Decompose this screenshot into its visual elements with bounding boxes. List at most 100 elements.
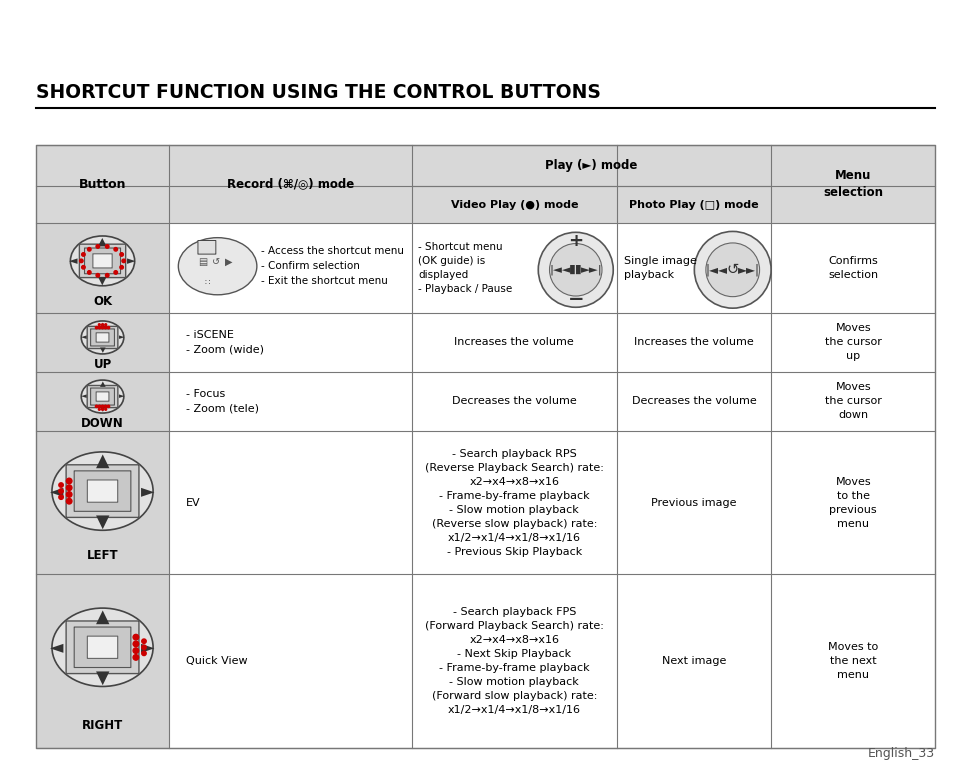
Circle shape — [79, 259, 83, 263]
Circle shape — [105, 324, 107, 326]
Bar — [771, 145, 934, 224]
Circle shape — [705, 243, 759, 296]
FancyBboxPatch shape — [96, 392, 109, 401]
Circle shape — [105, 408, 107, 411]
Circle shape — [98, 408, 100, 411]
Ellipse shape — [51, 608, 152, 686]
Text: ▼: ▼ — [98, 275, 107, 285]
Text: ▼: ▼ — [100, 347, 105, 353]
Circle shape — [101, 324, 103, 326]
Circle shape — [98, 324, 100, 326]
FancyBboxPatch shape — [91, 388, 114, 405]
Circle shape — [113, 247, 117, 251]
Circle shape — [104, 326, 107, 329]
Text: ▲: ▲ — [98, 237, 107, 247]
Text: Decreases the volume: Decreases the volume — [631, 396, 756, 406]
Text: ▮▮: ▮▮ — [568, 264, 582, 277]
Circle shape — [98, 326, 101, 329]
Text: Decreases the volume: Decreases the volume — [452, 396, 576, 406]
FancyBboxPatch shape — [92, 254, 112, 268]
FancyBboxPatch shape — [74, 471, 131, 512]
Text: ▼: ▼ — [95, 512, 110, 530]
Text: ◄: ◄ — [51, 638, 64, 656]
Circle shape — [133, 648, 138, 653]
Circle shape — [133, 634, 138, 640]
Circle shape — [95, 405, 97, 408]
Text: |◄◄: |◄◄ — [549, 264, 570, 275]
Text: - Focus
- Zoom (tele): - Focus - Zoom (tele) — [186, 389, 259, 414]
FancyBboxPatch shape — [66, 465, 139, 517]
Circle shape — [694, 231, 770, 308]
Text: Moves
the cursor
down: Moves the cursor down — [824, 382, 881, 421]
Text: Button: Button — [79, 178, 126, 191]
Bar — [169, 574, 934, 748]
Bar — [36, 145, 934, 748]
Bar — [36, 372, 169, 430]
Text: −: − — [567, 290, 583, 309]
Circle shape — [104, 405, 107, 408]
Circle shape — [96, 244, 99, 248]
Circle shape — [59, 489, 63, 493]
Text: ◄: ◄ — [80, 394, 86, 400]
Text: - Search playback FPS
(Forward Playback Search) rate:
x2→x4→x8→x16
- Next Skip P: - Search playback FPS (Forward Playback … — [424, 607, 603, 715]
FancyBboxPatch shape — [87, 385, 118, 408]
Text: - Shortcut menu
(OK guide) is
displayed
- Playback / Pause: - Shortcut menu (OK guide) is displayed … — [417, 242, 512, 294]
Text: ▲: ▲ — [100, 322, 105, 328]
Text: Increases the volume: Increases the volume — [634, 337, 753, 347]
Circle shape — [113, 270, 117, 274]
Text: ▤: ▤ — [198, 257, 207, 267]
Text: Confirms
selection: Confirms selection — [827, 256, 878, 280]
Circle shape — [107, 405, 110, 408]
Text: ▼: ▼ — [100, 406, 105, 412]
Bar — [36, 145, 169, 224]
FancyBboxPatch shape — [85, 248, 120, 273]
Text: Next image: Next image — [661, 656, 725, 666]
FancyBboxPatch shape — [88, 636, 117, 659]
FancyBboxPatch shape — [79, 244, 126, 277]
Circle shape — [133, 655, 138, 660]
Text: ►: ► — [141, 482, 154, 500]
Circle shape — [549, 244, 601, 296]
Text: ▲: ▲ — [100, 381, 105, 387]
Text: ▼: ▼ — [95, 669, 110, 686]
Text: Moves
to the
previous
menu: Moves to the previous menu — [828, 476, 876, 529]
Circle shape — [82, 253, 85, 257]
Circle shape — [101, 405, 104, 408]
Circle shape — [122, 259, 126, 263]
Text: EV: EV — [186, 498, 200, 508]
Bar — [36, 430, 169, 574]
Text: ►►|: ►►| — [737, 264, 759, 277]
Circle shape — [142, 645, 146, 650]
Circle shape — [142, 639, 146, 643]
Circle shape — [59, 495, 63, 499]
Text: RIGHT: RIGHT — [82, 719, 123, 732]
Text: ▲: ▲ — [95, 608, 110, 626]
Circle shape — [120, 253, 123, 257]
FancyBboxPatch shape — [74, 627, 131, 667]
Text: - iSCENE
- Zoom (wide): - iSCENE - Zoom (wide) — [186, 330, 264, 355]
Text: ►: ► — [127, 256, 135, 266]
Ellipse shape — [81, 380, 124, 413]
Text: English_33: English_33 — [867, 747, 934, 760]
FancyBboxPatch shape — [197, 241, 215, 254]
Bar — [169, 430, 934, 574]
Circle shape — [88, 247, 91, 251]
Text: ►: ► — [119, 335, 124, 340]
Circle shape — [96, 273, 99, 277]
Bar — [36, 313, 169, 372]
Circle shape — [95, 326, 97, 329]
Text: ↺: ↺ — [212, 257, 219, 267]
Text: LEFT: LEFT — [87, 549, 118, 562]
Circle shape — [82, 266, 85, 269]
Circle shape — [133, 641, 138, 647]
Text: UP: UP — [93, 358, 112, 371]
Circle shape — [88, 270, 91, 274]
Text: - Search playback RPS
(Reverse Playback Search) rate:
x2→x4→x8→x16
- Frame-by-fr: - Search playback RPS (Reverse Playback … — [424, 449, 603, 557]
Text: Moves to
the next
menu: Moves to the next menu — [827, 642, 878, 680]
Ellipse shape — [178, 237, 256, 295]
FancyBboxPatch shape — [96, 332, 109, 342]
Circle shape — [106, 273, 109, 277]
Circle shape — [142, 651, 146, 656]
Text: Video Play (●) mode: Video Play (●) mode — [450, 200, 578, 210]
Circle shape — [101, 408, 103, 411]
